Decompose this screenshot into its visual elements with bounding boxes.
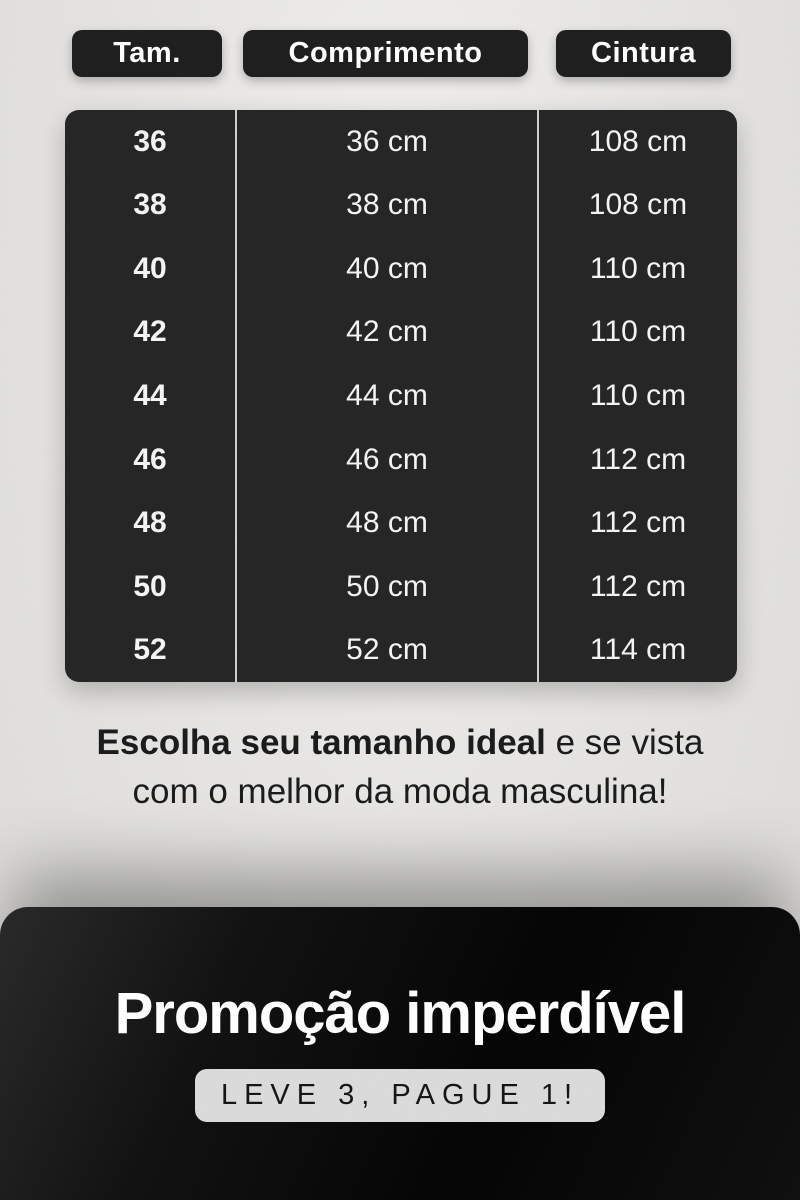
header-badge-size: Tam. [72,30,222,77]
waist-cell: 110 cm [537,237,737,301]
header-badge-size-label: Tam. [113,37,181,69]
size-cell: 38 [133,188,167,222]
waist-cell: 112 cm [537,427,737,492]
header-badge-waist-label: Cintura [591,37,696,69]
tagline: Escolha seu tamanho ideal e se vista com… [0,718,800,816]
length-cell: 52 cm [235,618,537,682]
waist-cell: 112 cm [537,554,737,619]
header-badge-length: Comprimento [243,30,528,77]
size-cell: 44 [133,378,167,412]
size-chart-table: 36 36 cm 108 cm 38 38 cm 108 cm 40 40 cm… [65,110,737,682]
header-badge-length-label: Comprimento [288,37,483,69]
waist-cell: 112 cm [537,491,737,555]
tagline-bold: Escolha seu tamanho ideal [96,723,546,762]
waist-cell: 110 cm [537,300,737,365]
tagline-regular-1: e se vista [545,723,704,762]
size-cell: 46 [133,442,167,476]
size-cell: 48 [133,506,167,540]
length-cell: 36 cm [235,110,537,174]
size-cell: 42 [133,315,167,349]
tagline-regular-2: com o melhor da moda masculina! [132,772,668,811]
length-cell: 44 cm [235,364,537,428]
length-cell: 50 cm [235,554,537,619]
size-cell: 50 [133,569,167,603]
promo-title: Promoção imperdível [114,981,687,1046]
promo-offer-badge: LEVE 3, PAGUE 1! [194,1069,606,1122]
length-cell: 38 cm [235,173,537,238]
header-badge-waist: Cintura [556,30,731,77]
length-cell: 46 cm [235,427,537,492]
waist-cell: 108 cm [537,173,737,238]
length-cell: 48 cm [235,491,537,555]
promo-panel: Promoção imperdível LEVE 3, PAGUE 1! [0,907,800,1200]
size-cell: 52 [133,633,167,667]
length-cell: 40 cm [235,237,537,301]
size-cell: 36 [133,124,167,158]
waist-cell: 110 cm [537,364,737,428]
waist-cell: 108 cm [537,110,737,174]
waist-cell: 114 cm [537,618,737,682]
length-cell: 42 cm [235,300,537,365]
size-cell: 40 [133,251,167,285]
